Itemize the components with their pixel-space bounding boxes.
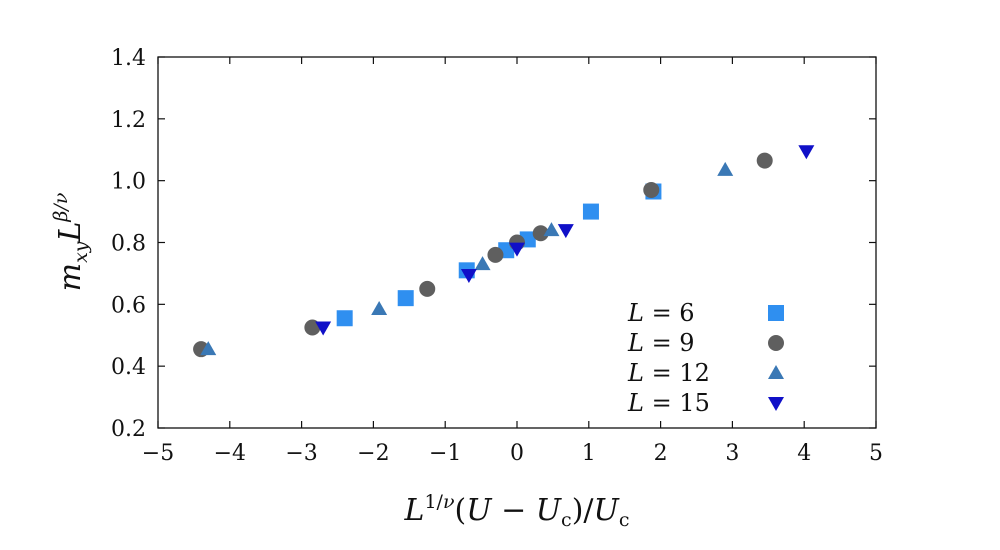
data-point-triangle-down <box>557 224 574 239</box>
legend-marker-circle <box>768 335 784 351</box>
data-point-circle <box>756 152 773 169</box>
x-tick-label: 1 <box>582 441 596 466</box>
y-axis-label: mxyLβ/ν <box>50 192 92 291</box>
data-point-triangle-up <box>474 256 491 271</box>
legend: L = 6L = 9L = 12L = 15 <box>627 299 784 417</box>
data-point-triangle-down <box>460 268 477 283</box>
data-markers <box>193 145 815 358</box>
legend-label: L = 12 <box>627 359 710 387</box>
y-tick-label: 1.4 <box>111 46 146 71</box>
x-axis-label: L1/ν(U − Uc)/Uc <box>404 491 630 531</box>
legend-label: L = 6 <box>627 299 695 327</box>
data-point-triangle-up <box>543 222 560 237</box>
x-tick-label: −1 <box>429 441 461 466</box>
y-tick-label: 0.8 <box>111 232 146 257</box>
data-point-triangle-up <box>200 341 217 356</box>
x-tick-label: 4 <box>797 441 811 466</box>
x-tick-label: 2 <box>654 441 668 466</box>
data-point-triangle-down <box>509 242 525 257</box>
x-tick-label: 3 <box>725 441 739 466</box>
legend-label: L = 9 <box>627 329 695 357</box>
data-point-circle <box>419 280 436 297</box>
y-tick-label: 0.4 <box>111 355 146 380</box>
legend-marker-triangle-up <box>768 365 784 379</box>
data-point-square <box>336 310 353 327</box>
data-point-triangle-up <box>717 161 734 176</box>
legend-marker-square <box>768 305 784 321</box>
x-tick-label: 0 <box>510 441 524 466</box>
data-point-triangle-down <box>315 321 332 336</box>
x-tick-label: −5 <box>142 441 174 466</box>
y-tick-label: 0.6 <box>111 293 146 318</box>
x-tick-label: 5 <box>869 441 883 466</box>
data-point-square <box>397 290 414 307</box>
data-point-square <box>582 203 599 220</box>
y-tick-label: 1.0 <box>111 170 146 195</box>
x-tick-label: −2 <box>357 441 389 466</box>
legend-marker-triangle-down <box>768 397 784 411</box>
data-point-circle <box>643 181 660 198</box>
data-point-circle <box>532 225 549 242</box>
y-tick-label: 0.2 <box>111 417 146 442</box>
x-tick-label: −3 <box>285 441 317 466</box>
data-point-triangle-down <box>798 145 815 160</box>
axis-ticks: −5 −4 −3 −2 −1 0 1 2 3 4 5 0.2 0.4 0.6 0.8 1.0 1.2 1.4 <box>111 46 883 466</box>
y-tick-label: 1.2 <box>111 108 146 133</box>
x-tick-label: −4 <box>214 441 246 466</box>
data-point-circle <box>487 246 504 263</box>
legend-label: L = 15 <box>627 389 710 417</box>
data-point-triangle-up <box>371 300 388 315</box>
